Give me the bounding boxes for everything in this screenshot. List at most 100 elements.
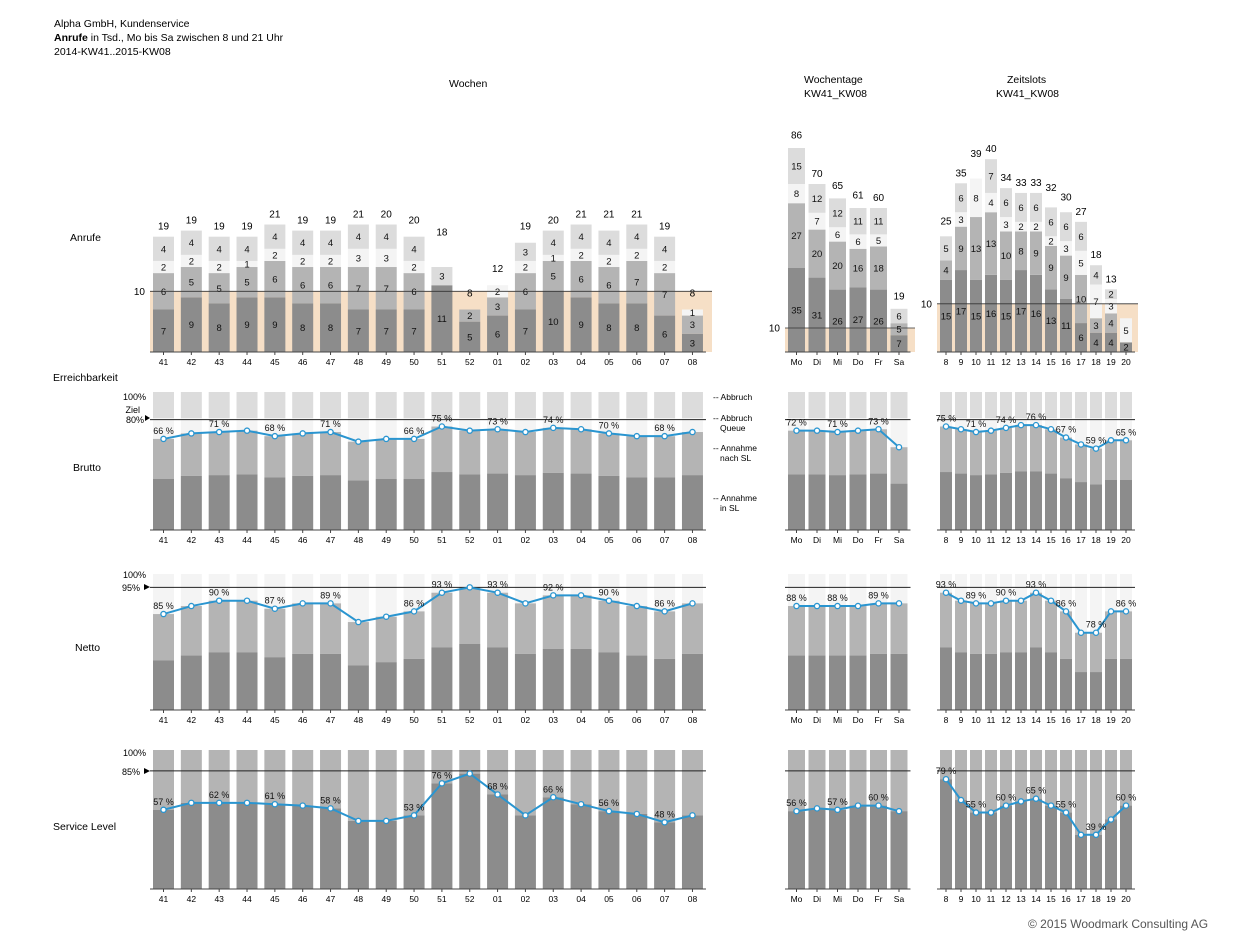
tick-label-brutto: 46 [298, 535, 308, 545]
bar-segment-label: 7 [814, 217, 819, 228]
bar-total-label: 65 [832, 181, 844, 192]
bar-annahme-in-sl [292, 653, 314, 710]
bar-segment-queue [1075, 250, 1087, 275]
bar-abbruch-queue [487, 418, 509, 430]
bar-annahme-nach-sl [1090, 632, 1102, 673]
bar-segment-queue [320, 254, 342, 268]
ziel-brutto-label: 80% [126, 415, 144, 425]
tick-label-netto: Mo [791, 715, 803, 725]
bar-total-label: 35 [955, 168, 967, 179]
tick-label-netto: 13 [1016, 715, 1026, 725]
series-line-brutto-weekdays [796, 428, 900, 448]
tick-label-anrufe: 03 [549, 357, 559, 367]
bar-total-label: 27 [1075, 207, 1087, 218]
bar-abbruch-queue [940, 418, 952, 427]
bar-annahme-in-sl [1090, 834, 1102, 889]
bar-segment-nach-sl [940, 260, 952, 280]
bar-segment-label: 15 [791, 162, 802, 173]
bar-segment-label: 7 [384, 326, 389, 337]
tick-label-netto: 51 [437, 715, 447, 725]
tick-label-brutto: 52 [465, 535, 475, 545]
bar-segment-label: 6 [1078, 232, 1083, 243]
series-point-sl [243, 799, 251, 807]
series-point-brutto [466, 427, 473, 434]
series-point-brutto [438, 423, 446, 430]
bar-total-label: 13 [1105, 274, 1117, 285]
bar-annahme-in-sl [1060, 658, 1072, 710]
bar-segment-abbruch [788, 148, 805, 184]
bar-segment-abbruch [264, 224, 286, 249]
series-value-label: 86 % [1116, 598, 1137, 608]
tick-label-netto: 06 [632, 715, 642, 725]
tick-label-sl: 50 [409, 894, 419, 904]
series-point-sl [661, 819, 668, 826]
bar-annahme-in-sl [542, 472, 564, 530]
tick-label-anrufe: 44 [242, 357, 252, 367]
bar-segment-nach-sl [570, 260, 592, 298]
bar-segment-label: 3 [523, 247, 528, 258]
bar-segment-label: 1 [551, 253, 556, 264]
bar-segment-label: 2 [217, 263, 222, 274]
bar-annahme-nach-sl [890, 750, 908, 812]
bar-abbruch [320, 392, 342, 418]
bar-annahme-in-sl [940, 647, 952, 710]
bar-annahme-nach-sl [808, 430, 826, 475]
series-value-label: 55 % [966, 800, 987, 810]
bar-annahme-nach-sl [955, 750, 967, 801]
bar-segment-label: 9 [1033, 249, 1038, 260]
tick-label-brutto: 8 [944, 535, 949, 545]
bar-annahme-in-sl [890, 653, 908, 710]
series-point-sl [1032, 795, 1040, 802]
bar-annahme-in-sl [264, 804, 286, 889]
series-point-sl [355, 817, 362, 825]
bar-segment-label: 10 [1076, 294, 1087, 305]
tick-label-sl: 10 [971, 894, 981, 904]
bar-segment-label: 2 [495, 287, 500, 298]
bar-total-label: 33 [1030, 178, 1042, 189]
bar-segment-label: 4 [300, 238, 305, 249]
tick-label-anrufe: 02 [521, 357, 531, 367]
tick-label-netto: 10 [971, 715, 981, 725]
series-value-label: 89 % [868, 590, 889, 600]
tick-label-sl: 12 [1001, 894, 1011, 904]
tick-label-anrufe: 16 [1061, 357, 1071, 367]
tick-label-netto: 02 [521, 715, 531, 725]
bar-total-label: 19 [214, 222, 226, 233]
bar-total-label: 19 [520, 222, 532, 233]
bar-annahme-nach-sl [970, 603, 982, 654]
bar-segment-abbruch [1105, 289, 1117, 299]
bar-segment-in-sl [1120, 342, 1132, 352]
series-value-label: 71 % [966, 419, 987, 429]
bar-segment-abbruch [808, 184, 826, 213]
bar-total-label: 20 [408, 216, 420, 227]
reference-label-slots: 10 [921, 299, 933, 310]
bar-annahme-nach-sl [431, 750, 453, 784]
bar-abbruch-queue [375, 418, 397, 439]
bar-segment-abbruch [292, 230, 314, 255]
tick-label-netto: 45 [270, 715, 280, 725]
tick-label-sl: 14 [1031, 894, 1041, 904]
tick-label-brutto: 03 [549, 535, 559, 545]
bar-annahme-in-sl [890, 483, 908, 530]
bar-segment-nach-sl [208, 273, 230, 304]
bar-abbruch-queue [1120, 574, 1132, 612]
bar-segment-label: 13 [971, 244, 982, 255]
bar-total-label: 18 [436, 228, 448, 239]
bar-annahme-nach-sl [487, 592, 509, 648]
bar-annahme-in-sl [626, 477, 648, 530]
tick-label-anrufe: Fr [874, 357, 882, 367]
tick-label-brutto: 9 [959, 535, 964, 545]
bar-annahme-nach-sl [347, 622, 369, 666]
bar-segment-label: 18 [873, 264, 884, 275]
bar-segment-abbruch [1045, 207, 1057, 237]
tick-label-anrufe: 51 [437, 357, 447, 367]
ziel-netto-marker [144, 584, 150, 590]
bar-segment-label: 6 [958, 193, 963, 204]
bar-segment-label: 16 [986, 309, 997, 320]
bar-abbruch-queue [1015, 418, 1027, 426]
tick-label-sl: 01 [493, 894, 503, 904]
bar-segment-nach-sl [681, 315, 703, 334]
series-line-sl-weeks [163, 772, 693, 824]
bar-segment-abbruch [153, 236, 174, 261]
series-point-netto [793, 602, 800, 610]
